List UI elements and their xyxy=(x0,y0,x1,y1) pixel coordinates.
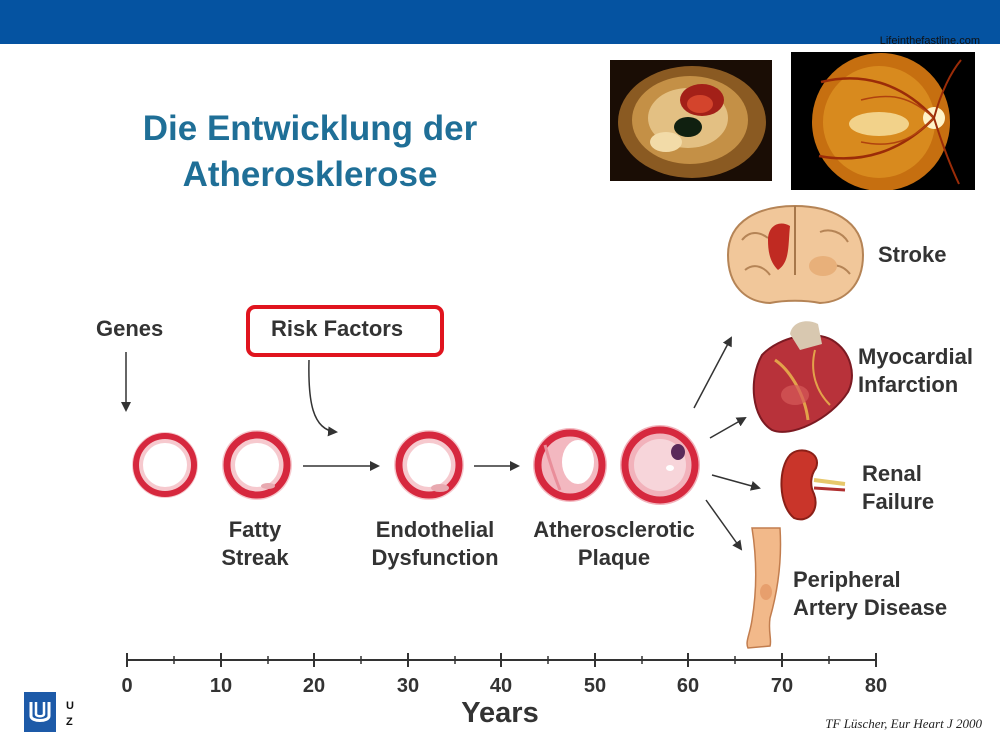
tick-label: 80 xyxy=(865,675,887,697)
mi-line-2: Infarction xyxy=(858,372,959,397)
vessel-endothelial-dysfunction xyxy=(394,430,464,500)
vessel-plaque-advanced xyxy=(620,425,700,505)
top-banner xyxy=(0,0,1000,44)
arrow-risk-factors xyxy=(308,359,338,437)
endothelial-line-1: Endothelial xyxy=(375,517,495,542)
vessel-normal-1 xyxy=(132,432,198,498)
citation: TF Lüscher, Eur Heart J 2000 xyxy=(825,716,982,731)
angioscopy-image xyxy=(610,60,772,181)
tick-label: 60 xyxy=(677,675,699,697)
peripheral-artery-disease-label: Peripheral Artery Disease xyxy=(793,566,947,622)
risk-factors-highlight-box xyxy=(246,305,444,357)
tick-label: 30 xyxy=(397,675,419,697)
slide-title: Die Entwicklung der Atherosklerose xyxy=(100,106,520,198)
tick-label: 70 xyxy=(771,675,793,697)
renal-failure-label: Renal Failure xyxy=(862,460,934,516)
arrow-to-renal xyxy=(711,474,761,491)
tick-label: 40 xyxy=(490,675,512,697)
university-logo xyxy=(24,692,56,732)
plaque-line-1: Atherosclerotic xyxy=(533,517,695,542)
arrow-to-stroke xyxy=(693,336,732,409)
mi-line-1: Myocardial xyxy=(858,344,973,369)
risk-factors-label: Risk Factors xyxy=(271,316,404,341)
fatty-streak-label: Fatty Streak xyxy=(195,516,315,572)
tick-label: 0 xyxy=(121,675,132,697)
pad-line-2: Artery Disease xyxy=(793,595,948,620)
retina-fundus-image xyxy=(791,52,975,190)
tick-label: 50 xyxy=(584,675,606,697)
leg-icon xyxy=(746,527,782,649)
source-credit: Lifeinthefastline.com xyxy=(879,35,980,47)
brain-icon xyxy=(726,204,865,305)
stroke-label: Stroke xyxy=(878,242,947,267)
fatty-streak-line-1: Fatty xyxy=(228,517,282,542)
logo-text-line-1: U xyxy=(66,700,74,712)
plaque-line-2: Plaque xyxy=(577,545,651,570)
arrow-to-pad xyxy=(705,499,743,551)
vessel-fatty-streak xyxy=(222,430,292,500)
renal-line-2: Failure xyxy=(862,489,935,514)
renal-line-1: Renal xyxy=(862,461,922,486)
logo-text-line-2: Z xyxy=(66,716,73,728)
timeline-axis xyxy=(126,653,877,667)
myocardial-infarction-label: Myocardial Infarction xyxy=(858,343,973,399)
kidney-icon xyxy=(780,449,846,521)
fatty-streak-line-2: Streak xyxy=(221,545,289,570)
atherosclerotic-plaque-label: Atherosclerotic Plaque xyxy=(520,516,708,572)
arrow-to-mi xyxy=(709,417,747,439)
heart-icon xyxy=(752,321,853,433)
pad-line-1: Peripheral xyxy=(793,567,901,592)
tick-label: 10 xyxy=(210,675,232,697)
endothelial-dysfunction-label: Endothelial Dysfunction xyxy=(355,516,515,572)
logo-text: U Z xyxy=(66,698,74,730)
title-line-1: Die Entwicklung der xyxy=(142,109,478,148)
genes-label: Genes xyxy=(96,316,164,341)
vessel-plaque-early xyxy=(533,428,607,502)
axis-title: Years xyxy=(461,697,539,729)
tick-label: 20 xyxy=(303,675,325,697)
endothelial-line-2: Dysfunction xyxy=(371,545,499,570)
title-line-2: Atherosklerose xyxy=(182,155,438,194)
